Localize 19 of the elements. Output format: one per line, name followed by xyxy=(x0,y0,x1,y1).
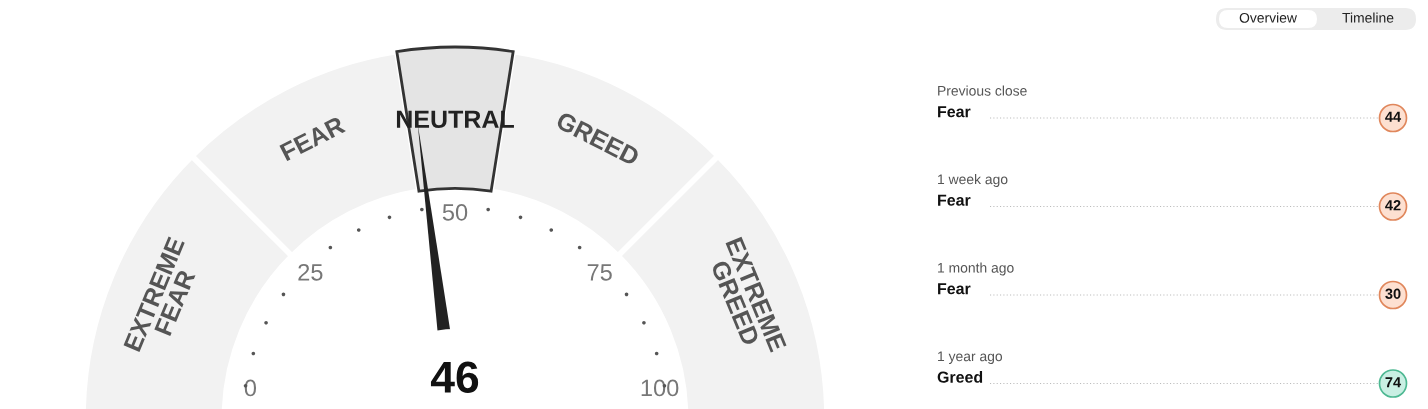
category-label: Previous close xyxy=(938,85,1027,96)
text: Fear xyxy=(938,106,971,118)
text: 25 xyxy=(298,263,323,281)
data-label: 44 xyxy=(1385,111,1402,122)
text: Timeline xyxy=(1342,12,1394,23)
text: 75 xyxy=(587,264,612,281)
text: 50 xyxy=(442,204,468,221)
data-label: 42 xyxy=(1385,200,1401,211)
category-label: 1 month ago xyxy=(938,262,1014,276)
text: 100 xyxy=(641,379,679,397)
text: Fear xyxy=(938,283,971,295)
text: Overview xyxy=(1239,12,1297,23)
category-label: 1 week ago xyxy=(938,174,1008,187)
text: Greed xyxy=(937,371,983,383)
text: 46 xyxy=(430,361,479,393)
data-label: 74 xyxy=(1385,377,1402,388)
category-label: 1 year ago xyxy=(938,351,1003,364)
data-label: 30 xyxy=(1385,288,1401,299)
text: Fear xyxy=(938,194,971,206)
